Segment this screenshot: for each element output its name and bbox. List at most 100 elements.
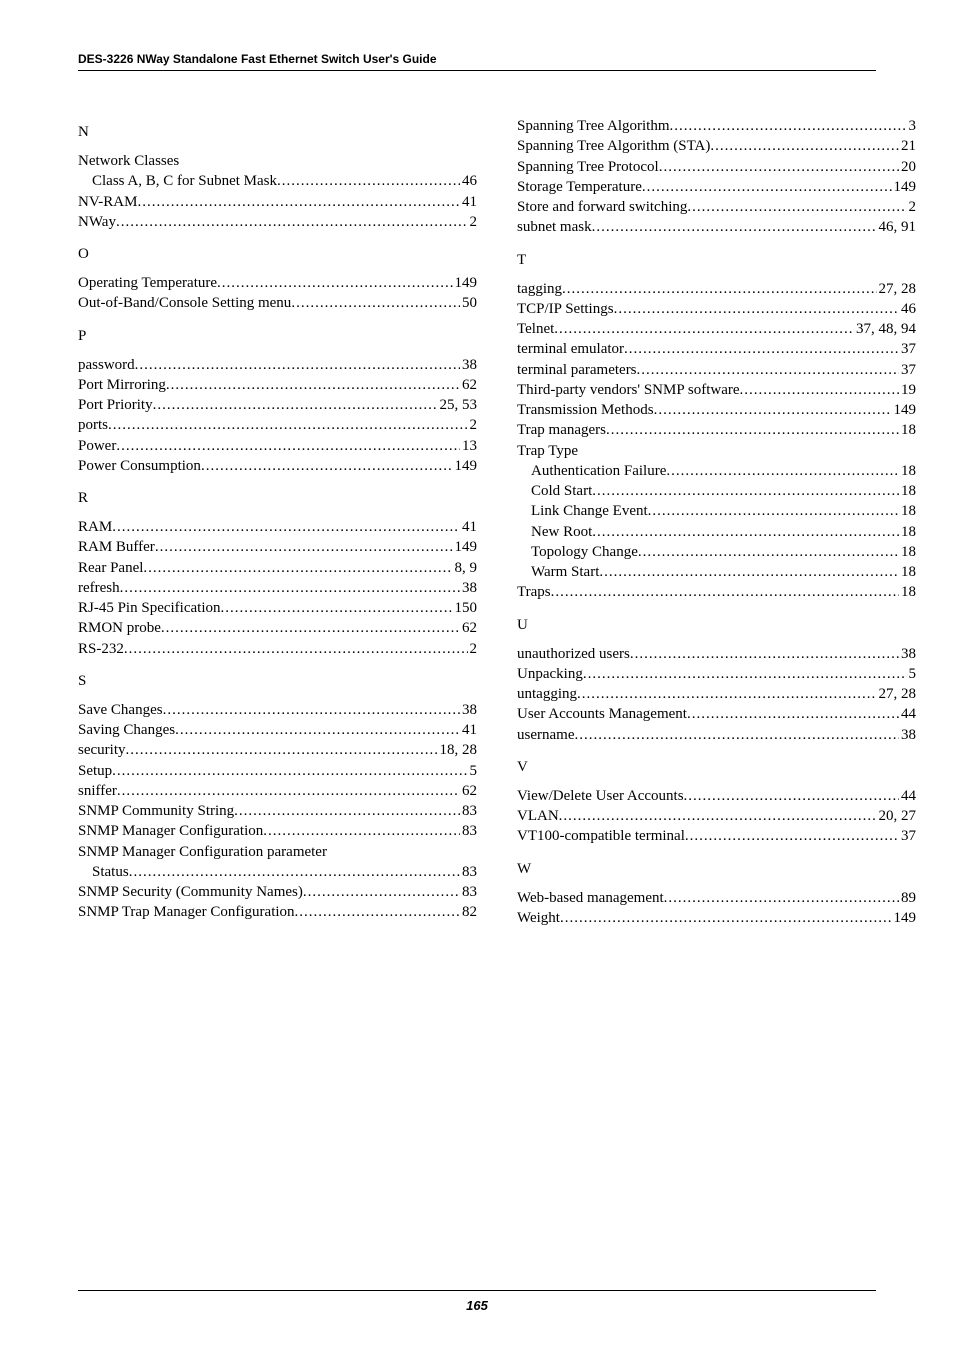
index-entry-label: Spanning Tree Algorithm — [517, 116, 670, 136]
index-entry-leader — [592, 481, 899, 501]
index-entry-page: 18, 28 — [438, 740, 478, 760]
index-entry-page: 44 — [899, 704, 916, 724]
index-entry-leader — [163, 700, 460, 720]
index-entry-leader — [637, 360, 899, 380]
index-entry-label: Store and forward switching — [517, 197, 687, 217]
index-entry-leader — [291, 293, 460, 313]
index-entry: terminal emulator37 — [517, 339, 916, 359]
index-entry-leader — [112, 761, 467, 781]
index-entry-page: 2 — [468, 415, 478, 435]
index-entry-page: 37, 48, 94 — [854, 319, 916, 339]
index-section-letter: W — [517, 861, 916, 878]
index-entry-leader — [116, 436, 460, 456]
index-entry-leader — [125, 740, 437, 760]
index-entry-label: security — [78, 740, 125, 760]
index-entry-label: Spanning Tree Algorithm (STA) — [517, 136, 710, 156]
index-entry-leader — [153, 395, 438, 415]
index-entry: VT100-compatible terminal37 — [517, 826, 916, 846]
left-column: NNetwork ClassesClass A, B, C for Subnet… — [78, 110, 477, 928]
index-entry-page: 18 — [899, 582, 916, 602]
index-entry-leader — [592, 217, 877, 237]
index-entry-page: 82 — [460, 902, 477, 922]
index-entry-leader — [624, 339, 899, 359]
index-entry-page: 37 — [899, 339, 916, 359]
index-entry-label: Network Classes — [78, 151, 179, 171]
index-entry-leader — [648, 501, 899, 521]
index-section-letter: R — [78, 490, 477, 507]
index-entry: RAM41 — [78, 517, 477, 537]
index-entry: ports 2 — [78, 415, 477, 435]
index-entry: unauthorized users38 — [517, 644, 916, 664]
index-entry: password38 — [78, 355, 477, 375]
index-entry-leader — [577, 684, 877, 704]
index-entry: Save Changes38 — [78, 700, 477, 720]
index-entry-page: 62 — [460, 781, 477, 801]
page-number: 165 — [0, 1298, 954, 1313]
index-entry-leader — [554, 319, 854, 339]
index-entry-label: SNMP Manager Configuration — [78, 821, 263, 841]
index-entry-label: Class A, B, C for Subnet Mask — [92, 171, 277, 191]
index-entry-page: 18 — [899, 420, 916, 440]
index-entry-page: 20, 27 — [877, 806, 917, 826]
index-entry: RS-2322 — [78, 639, 477, 659]
index-entry: TCP/IP Settings46 — [517, 299, 916, 319]
index-entry-leader — [303, 882, 460, 902]
index-entry-page: 18 — [899, 542, 916, 562]
index-entry-page: 41 — [460, 192, 477, 212]
index-entry-label: SNMP Trap Manager Configuration — [78, 902, 295, 922]
index-entry-label: Power — [78, 436, 116, 456]
page-header: DES-3226 NWay Standalone Fast Ethernet S… — [78, 52, 876, 66]
index-entry-leader — [574, 725, 899, 745]
index-entry-label: RAM Buffer — [78, 537, 155, 557]
index-section-letter: U — [517, 617, 916, 634]
index-entry-page: 18 — [899, 562, 916, 582]
index-entry-label: ports — [78, 415, 108, 435]
index-entry-label: Setup — [78, 761, 112, 781]
index-entry-page: 46 — [460, 171, 477, 191]
index-entry-page: 38 — [899, 725, 916, 745]
index-entry-label: SNMP Community String — [78, 801, 234, 821]
index-entry: VLAN20, 27 — [517, 806, 916, 826]
index-entry-leader — [234, 801, 460, 821]
index-entry-leader — [654, 400, 892, 420]
index-section-letter: P — [78, 328, 477, 345]
index-entry-label: username — [517, 725, 574, 745]
index-entry-page: 2 — [468, 212, 478, 232]
index-entry: Store and forward switching2 — [517, 197, 916, 217]
index-entry-label: Power Consumption — [78, 456, 201, 476]
index-section-letter: S — [78, 673, 477, 690]
index-entry: New Root18 — [517, 522, 916, 542]
index-entry: sniffer62 — [78, 781, 477, 801]
index-entry-leader — [129, 862, 460, 882]
index-entry-page: 38 — [899, 644, 916, 664]
index-entry: username 38 — [517, 725, 916, 745]
index-entry-label: NWay — [78, 212, 116, 232]
index-entry: Authentication Failure18 — [517, 461, 916, 481]
header-rule — [78, 70, 876, 71]
right-column: Spanning Tree Algorithm3Spanning Tree Al… — [517, 110, 916, 928]
index-entry-leader — [710, 136, 899, 156]
index-entry-label: subnet mask — [517, 217, 592, 237]
index-entry-leader — [642, 177, 892, 197]
index-entry-label: RMON probe — [78, 618, 161, 638]
index-entry-page: 25, 53 — [438, 395, 478, 415]
index-entry-page: 18 — [899, 481, 916, 501]
index-entry: Network Classes — [78, 151, 477, 171]
index-entry-label: Port Priority — [78, 395, 153, 415]
index-entry: Power 13 — [78, 436, 477, 456]
index-entry: Trap managers 18 — [517, 420, 916, 440]
index-entry-page: 38 — [460, 578, 477, 598]
index-entry-label: Trap managers — [517, 420, 606, 440]
index-entry-page: 13 — [460, 436, 477, 456]
index-entry-leader — [606, 420, 899, 440]
index-entry-leader — [562, 279, 877, 299]
index-entry-page: 5 — [468, 761, 478, 781]
index-entry: Port Priority 25, 53 — [78, 395, 477, 415]
index-entry: Third-party vendors' SNMP software19 — [517, 380, 916, 400]
index-entry-label: RAM — [78, 517, 112, 537]
index-entry: Status83 — [78, 862, 477, 882]
footer-rule — [78, 1290, 876, 1291]
index-entry-page: 5 — [907, 664, 917, 684]
index-entry: Out-of-Band/Console Setting menu50 — [78, 293, 477, 313]
index-entry-page: 18 — [899, 461, 916, 481]
